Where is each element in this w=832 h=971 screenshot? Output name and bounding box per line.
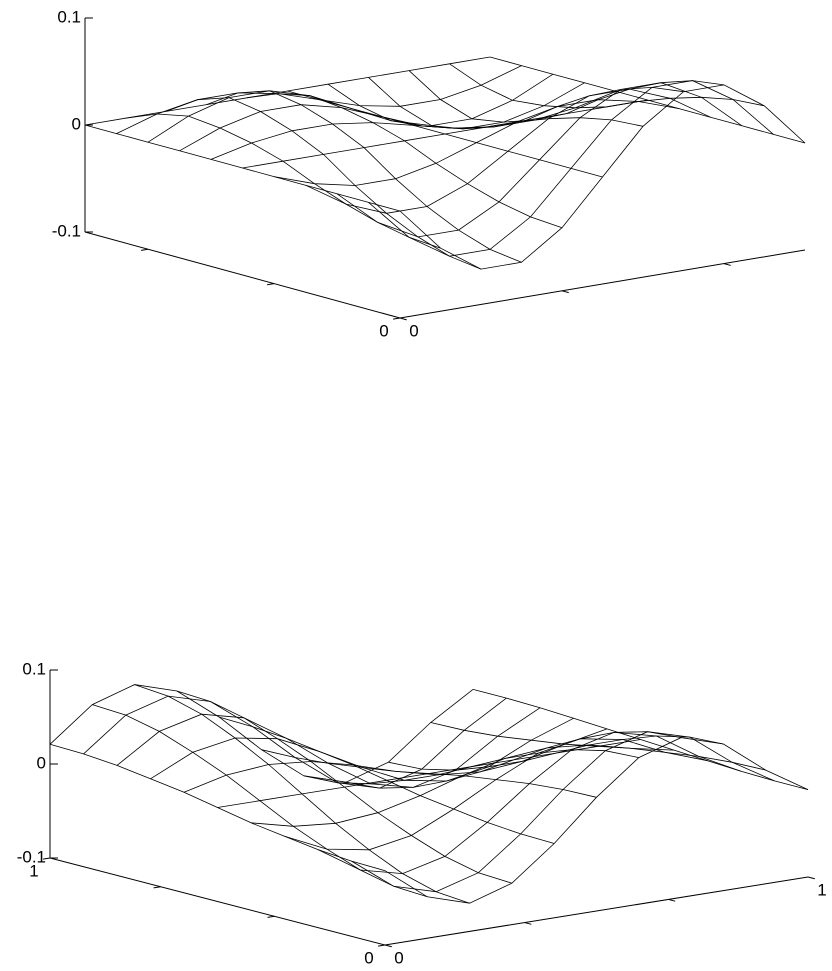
mesh-column [206,90,522,263]
mesh-column [489,56,806,144]
y-tick [378,944,386,947]
mesh-row [116,707,541,788]
z-tick-label: -0.1 [52,221,81,240]
mesh-column [134,684,470,904]
y-axis [49,857,386,946]
mesh-column [287,90,603,178]
y-tick [43,857,51,860]
mesh-column [92,704,428,898]
mesh-column [176,690,513,884]
y-tick-label: 0 [364,948,373,967]
mesh-column [246,93,563,229]
z-tick-label: -0.1 [17,847,46,866]
mesh-column [430,722,766,771]
mesh-column [303,749,639,785]
z-tick-label: 0 [72,114,81,133]
y-tick [153,886,161,889]
mesh-row [250,744,675,827]
x-axis [384,876,809,946]
mesh-column [165,97,482,270]
y-tick [393,317,401,320]
mesh-column [472,689,809,790]
z-tick-label: 0.1 [57,7,81,26]
mesh-column [84,124,401,212]
x-tick [668,898,676,902]
y-tick [267,915,275,918]
surface-plot: 0 0 -0.1 0 0.1 [52,7,806,340]
mesh-column [261,749,597,798]
x-tick-label: 1 [817,880,826,899]
x-tick [399,317,407,321]
x-tick [561,290,569,294]
y-axis [84,231,401,319]
y-tick-label: 1 [29,861,38,880]
mesh-column [449,63,765,109]
mesh-column [125,113,441,249]
y-tick [141,248,149,251]
mesh-column [408,70,725,123]
mesh-row [384,737,809,904]
x-tick [524,922,532,925]
mesh-row [351,731,775,893]
z-tick-label: 0 [37,753,46,772]
x-tick-label: 0 [394,948,403,967]
x-tick [723,263,731,266]
mesh-column [219,716,555,844]
mesh-column [346,731,682,789]
x-tick [807,876,815,880]
x-axis [399,249,806,319]
mesh-column [388,735,724,771]
mesh-column [49,743,386,872]
x-tick-label: 0 [409,321,418,340]
x-tick [384,944,392,948]
y-tick [267,283,275,286]
z-tick-label: 0.1 [22,659,46,678]
y-tick-label: 0 [379,321,388,340]
